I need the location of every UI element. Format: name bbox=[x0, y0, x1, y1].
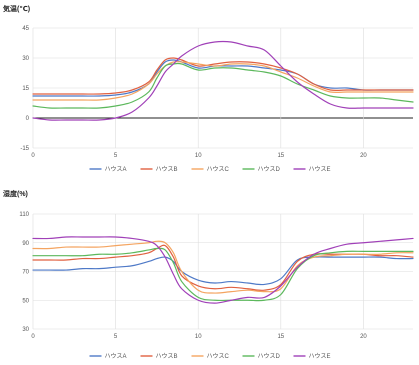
legend-item[interactable]: ハウスB bbox=[140, 165, 178, 173]
series-line-1 bbox=[32, 256, 414, 286]
series-line-4 bbox=[32, 247, 414, 302]
series-line-5 bbox=[32, 236, 414, 304]
y-tick-label: 90 bbox=[22, 241, 29, 247]
legend-label: ハウスC bbox=[207, 352, 230, 360]
legend-item[interactable]: ハウスC bbox=[191, 352, 230, 360]
y-tick-label: 110 bbox=[19, 212, 29, 218]
legend-label: ハウスA bbox=[105, 352, 127, 360]
x-tick-label: 20 bbox=[360, 334, 367, 340]
y-tick-label: 70 bbox=[22, 270, 29, 276]
series-line-4 bbox=[32, 62, 414, 109]
chart-title: 湿度(%) bbox=[3, 189, 28, 198]
legend-label: ハウスD bbox=[258, 165, 281, 173]
legend-item[interactable]: ハウスD bbox=[242, 352, 281, 360]
legend-label: ハウスD bbox=[258, 352, 281, 360]
y-tick-label: 30 bbox=[22, 56, 29, 62]
x-tick-label: 10 bbox=[195, 153, 202, 159]
y-tick-label: 0 bbox=[26, 116, 30, 122]
legend-label: ハウスE bbox=[309, 165, 331, 173]
legend-label: ハウスE bbox=[309, 352, 331, 360]
y-tick-label: 45 bbox=[22, 26, 29, 32]
humidity-chart: 湿度(%) 30 50 70 90 110 0 5 10 15 20 ハウスA ハウスB ハウスC ハウスD… bbox=[3, 189, 414, 360]
series-line-5 bbox=[32, 40, 414, 121]
legend-label: ハウスC bbox=[207, 165, 230, 173]
y-tick-label: 15 bbox=[22, 86, 29, 92]
x-tick-label: 20 bbox=[360, 153, 367, 159]
series-line-1 bbox=[32, 59, 414, 97]
legend-item[interactable]: ハウスE bbox=[293, 352, 331, 360]
y-tick-label: -15 bbox=[20, 146, 29, 152]
x-tick-label: 0 bbox=[31, 153, 35, 159]
legend-item[interactable]: ハウスA bbox=[89, 165, 127, 173]
y-tick-label: 50 bbox=[22, 298, 29, 304]
y-tick-label: 30 bbox=[22, 327, 29, 333]
series-line-3 bbox=[32, 61, 414, 101]
x-tick-label: 0 bbox=[31, 334, 35, 340]
x-tick-label: 5 bbox=[114, 334, 118, 340]
legend-item[interactable]: ハウスD bbox=[242, 165, 281, 173]
series-line-2 bbox=[32, 244, 414, 291]
legend-item[interactable]: ハウスE bbox=[293, 165, 331, 173]
x-tick-label: 15 bbox=[277, 334, 284, 340]
legend-label: ハウスB bbox=[156, 165, 178, 173]
legend-item[interactable]: ハウスA bbox=[89, 352, 127, 360]
x-tick-label: 10 bbox=[195, 334, 202, 340]
x-tick-label: 15 bbox=[277, 153, 284, 159]
legend-label: ハウスA bbox=[105, 165, 127, 173]
series-line-3 bbox=[32, 240, 414, 294]
legend-label: ハウスB bbox=[156, 352, 178, 360]
x-tick-label: 5 bbox=[114, 153, 118, 159]
legend-item[interactable]: ハウスB bbox=[140, 352, 178, 360]
legend-item[interactable]: ハウスC bbox=[191, 165, 230, 173]
chart-title: 気温(℃) bbox=[3, 4, 30, 13]
